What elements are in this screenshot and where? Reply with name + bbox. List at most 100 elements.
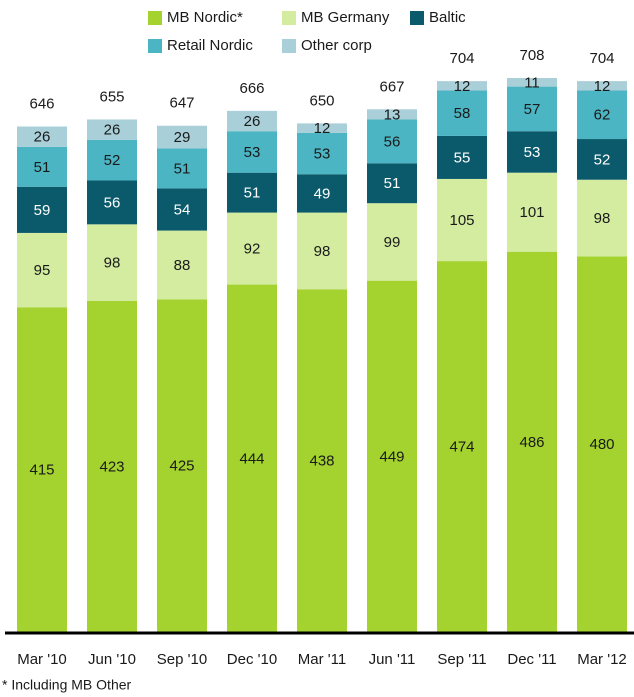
data-label: 52 xyxy=(104,152,121,169)
legend-swatch xyxy=(148,11,162,25)
bar-segment xyxy=(297,132,347,175)
bar-segment xyxy=(227,172,277,213)
bar-segment xyxy=(507,86,557,132)
bar-segment xyxy=(17,146,67,187)
bar-segment xyxy=(87,119,137,140)
data-label: 474 xyxy=(449,439,474,456)
x-tick-label: Mar '11 xyxy=(298,651,346,668)
bar-segment xyxy=(577,179,627,257)
x-tick-label: Sep '11 xyxy=(437,651,486,668)
bar-segment xyxy=(507,131,557,173)
total-label: 655 xyxy=(99,88,124,105)
legend-label: Baltic xyxy=(429,9,466,26)
bar-segment xyxy=(437,261,487,632)
bar-segment xyxy=(507,78,557,87)
bar-segment xyxy=(227,284,277,632)
data-label: 51 xyxy=(34,159,51,176)
legend-label: Retail Nordic xyxy=(167,37,253,54)
data-label: 95 xyxy=(34,262,51,279)
bar-segment xyxy=(367,280,417,632)
bar-segment xyxy=(367,203,417,281)
bar-segment xyxy=(17,307,67,632)
x-tick-label: Mar '10 xyxy=(17,651,67,668)
data-label: 58 xyxy=(454,105,471,122)
data-label: 425 xyxy=(169,458,194,475)
bar-segment xyxy=(577,256,627,632)
data-label: 99 xyxy=(384,234,401,251)
footnote: * Including MB Other xyxy=(2,677,132,693)
bar-segment xyxy=(157,148,207,189)
bar-segment xyxy=(507,251,557,633)
data-label: 26 xyxy=(104,122,121,139)
data-label: 57 xyxy=(524,101,541,118)
x-tick-label: Jun '10 xyxy=(88,651,136,668)
bar-segment xyxy=(437,81,487,91)
bar-segment xyxy=(367,119,417,164)
x-tick-label: Sep '10 xyxy=(157,651,207,668)
data-label: 11 xyxy=(524,74,540,91)
bar-segment xyxy=(157,230,207,300)
data-label: 53 xyxy=(314,145,331,162)
legend-label: MB Germany xyxy=(301,9,390,26)
x-tick-label: Dec '10 xyxy=(227,651,277,668)
bar-segment xyxy=(87,180,137,225)
data-label: 26 xyxy=(34,129,51,146)
x-tick-label: Jun '11 xyxy=(369,651,416,668)
bar-segment xyxy=(17,126,67,147)
total-label: 650 xyxy=(309,92,334,109)
data-label: 12 xyxy=(314,120,331,137)
data-label: 59 xyxy=(34,202,51,219)
data-label: 29 xyxy=(174,129,191,146)
data-label: 415 xyxy=(29,462,54,479)
data-label: 49 xyxy=(314,185,331,202)
data-label: 53 xyxy=(244,144,261,161)
bar-segment xyxy=(227,131,277,173)
x-tick-label: Mar '12 xyxy=(577,651,627,668)
bar-segment xyxy=(227,212,277,285)
total-label: 647 xyxy=(169,95,194,112)
data-label: 480 xyxy=(589,436,614,453)
x-tick-label: Dec '11 xyxy=(507,651,556,668)
bar-segment xyxy=(437,90,487,136)
total-label: 646 xyxy=(29,95,54,112)
data-label: 55 xyxy=(454,149,471,166)
data-label: 53 xyxy=(524,144,541,161)
data-label: 438 xyxy=(309,453,334,470)
data-label: 54 xyxy=(174,201,191,218)
total-label: 704 xyxy=(589,50,614,67)
data-label: 98 xyxy=(594,210,611,227)
bar-segment xyxy=(297,289,347,632)
bar-segment xyxy=(227,110,277,132)
data-label: 56 xyxy=(104,194,121,211)
bar-segment xyxy=(157,188,207,231)
data-label: 98 xyxy=(314,243,331,260)
total-label: 667 xyxy=(379,78,404,95)
data-label: 51 xyxy=(384,175,401,192)
bar-segment xyxy=(157,299,207,632)
bar-segment xyxy=(297,123,347,133)
bar-segment xyxy=(367,109,417,120)
legend-label: MB Nordic* xyxy=(167,9,243,26)
bar-segment xyxy=(297,212,347,290)
bar-segment xyxy=(577,81,627,91)
bar-segment xyxy=(367,163,417,204)
bar-segment xyxy=(157,125,207,149)
bar-segment xyxy=(297,174,347,213)
legend-swatch xyxy=(282,11,296,25)
total-label: 704 xyxy=(449,50,474,67)
data-label: 423 xyxy=(99,458,124,475)
legend-label: Other corp xyxy=(301,37,372,54)
bar-segment xyxy=(437,135,487,179)
data-label: 444 xyxy=(239,450,264,467)
bar-segment xyxy=(87,139,137,181)
data-label: 51 xyxy=(174,160,191,177)
total-label: 666 xyxy=(239,80,264,97)
bar-segment xyxy=(87,224,137,302)
legend-swatch xyxy=(282,39,296,53)
data-label: 449 xyxy=(379,448,404,465)
data-label: 92 xyxy=(244,241,261,258)
bar-segment xyxy=(577,90,627,140)
data-label: 56 xyxy=(384,133,401,150)
data-label: 62 xyxy=(594,107,611,124)
data-label: 13 xyxy=(384,106,401,123)
